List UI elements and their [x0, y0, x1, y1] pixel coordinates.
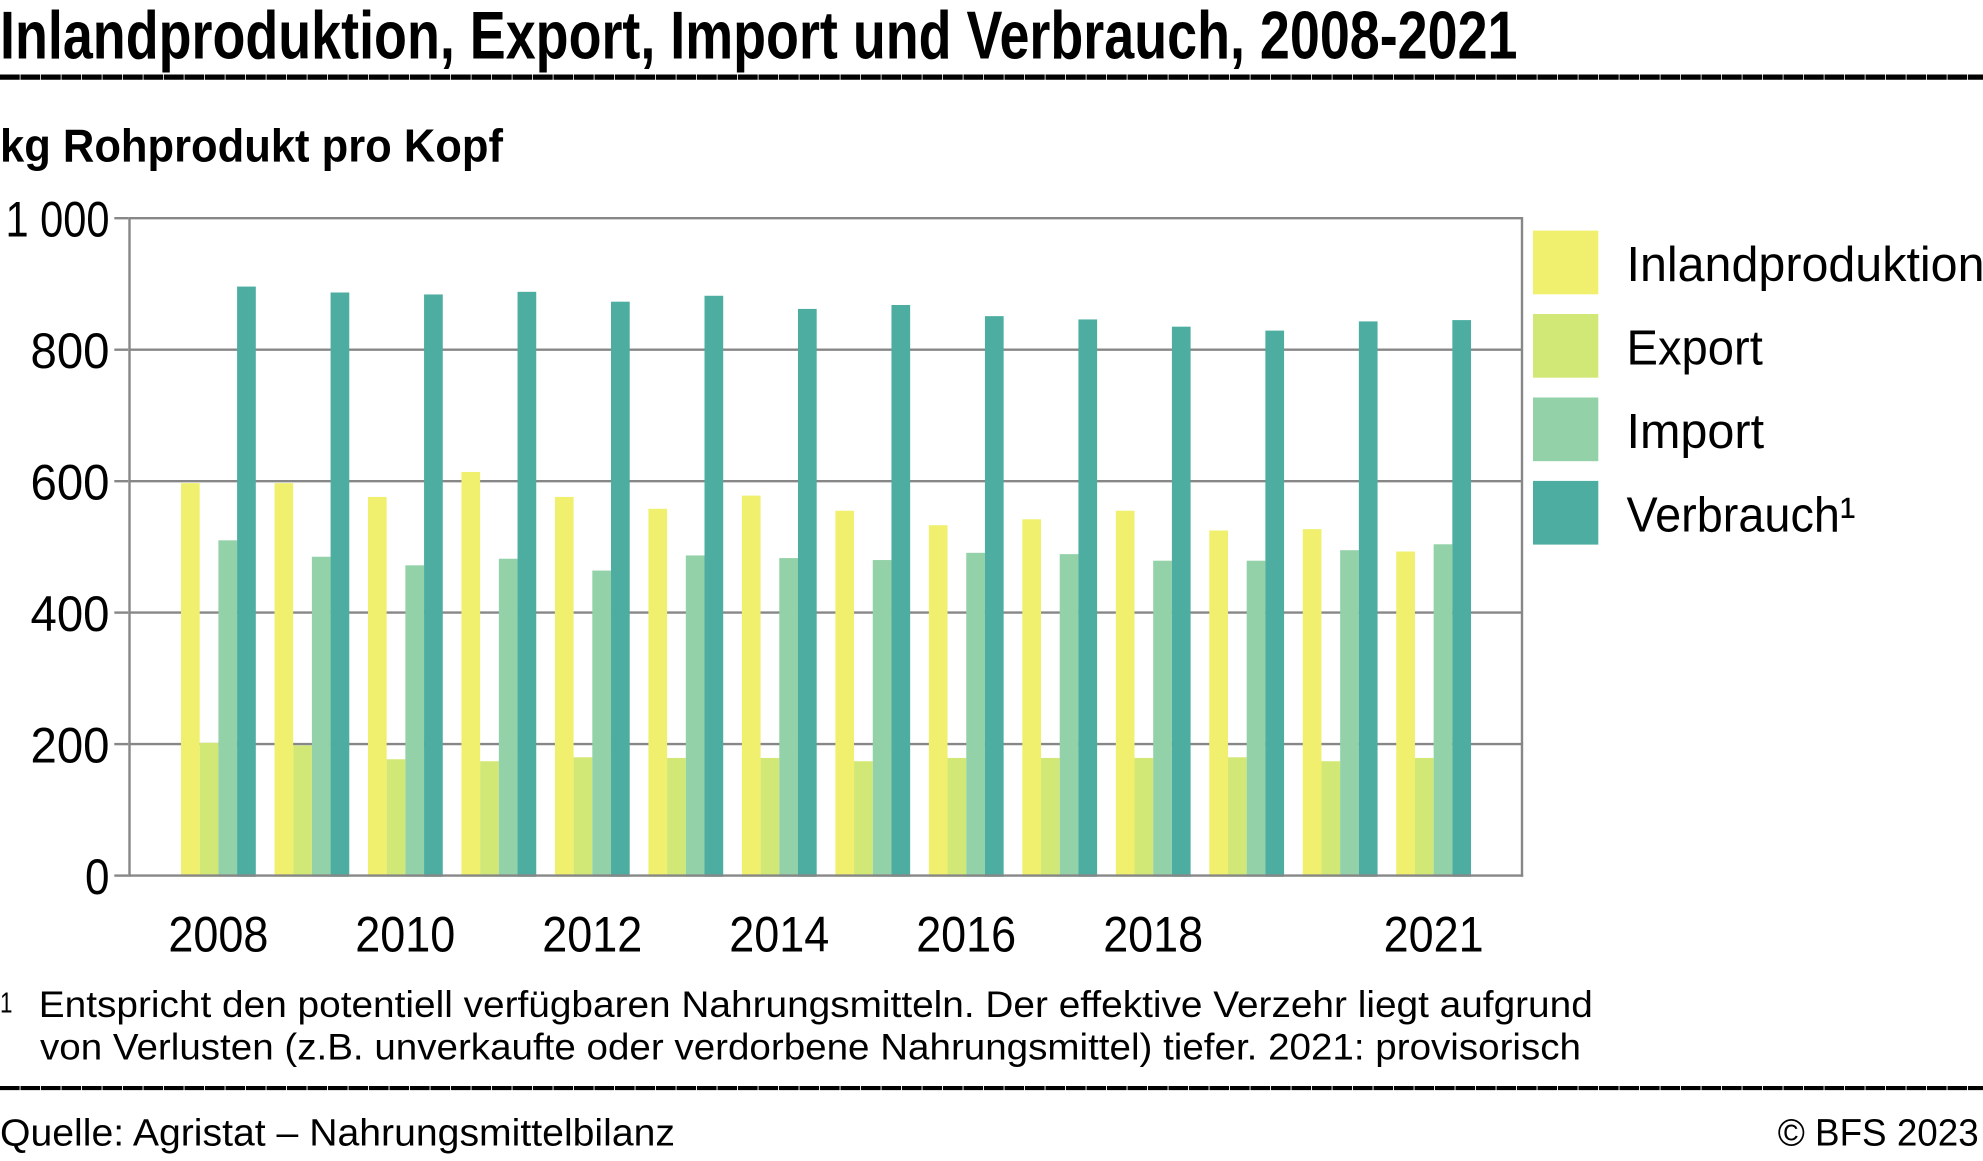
svg-text:2016: 2016: [916, 906, 1016, 962]
svg-text:200: 200: [31, 717, 110, 773]
svg-text:Inlandproduktion, Export, Impo: Inlandproduktion, Export, Import und Ver…: [0, 0, 1518, 74]
svg-text:Export: Export: [1627, 321, 1764, 376]
svg-text:Entspricht den potentiell verf: Entspricht den potentiell verfügbaren Na…: [39, 983, 1593, 1025]
svg-text:Verbrauch¹: Verbrauch¹: [1627, 487, 1856, 542]
svg-text:600: 600: [31, 454, 110, 510]
svg-text:kg Rohprodukt pro Kopf: kg Rohprodukt pro Kopf: [0, 119, 504, 171]
svg-text:von Verlusten (z.B. unverkauft: von Verlusten (z.B. unverkaufte oder ver…: [40, 1026, 1581, 1068]
svg-text:2010: 2010: [355, 906, 455, 962]
svg-text:Import: Import: [1627, 404, 1765, 459]
svg-text:400: 400: [31, 586, 110, 642]
svg-text:800: 800: [31, 323, 110, 379]
svg-text:2014: 2014: [729, 906, 829, 962]
svg-text:Inlandproduktion: Inlandproduktion: [1627, 237, 1983, 292]
svg-text:2018: 2018: [1103, 906, 1203, 962]
svg-text:Quelle: Agristat – Nahrungsmit: Quelle: Agristat – Nahrungsmittelbilanz: [0, 1112, 675, 1154]
svg-text:1 000: 1 000: [6, 191, 110, 247]
svg-text:2008: 2008: [168, 906, 268, 962]
svg-text:1: 1: [0, 988, 13, 1020]
svg-text:2012: 2012: [542, 906, 642, 962]
svg-text:0: 0: [85, 849, 110, 905]
svg-text:2021: 2021: [1384, 906, 1484, 962]
svg-text:© BFS 2023: © BFS 2023: [1778, 1112, 1979, 1154]
